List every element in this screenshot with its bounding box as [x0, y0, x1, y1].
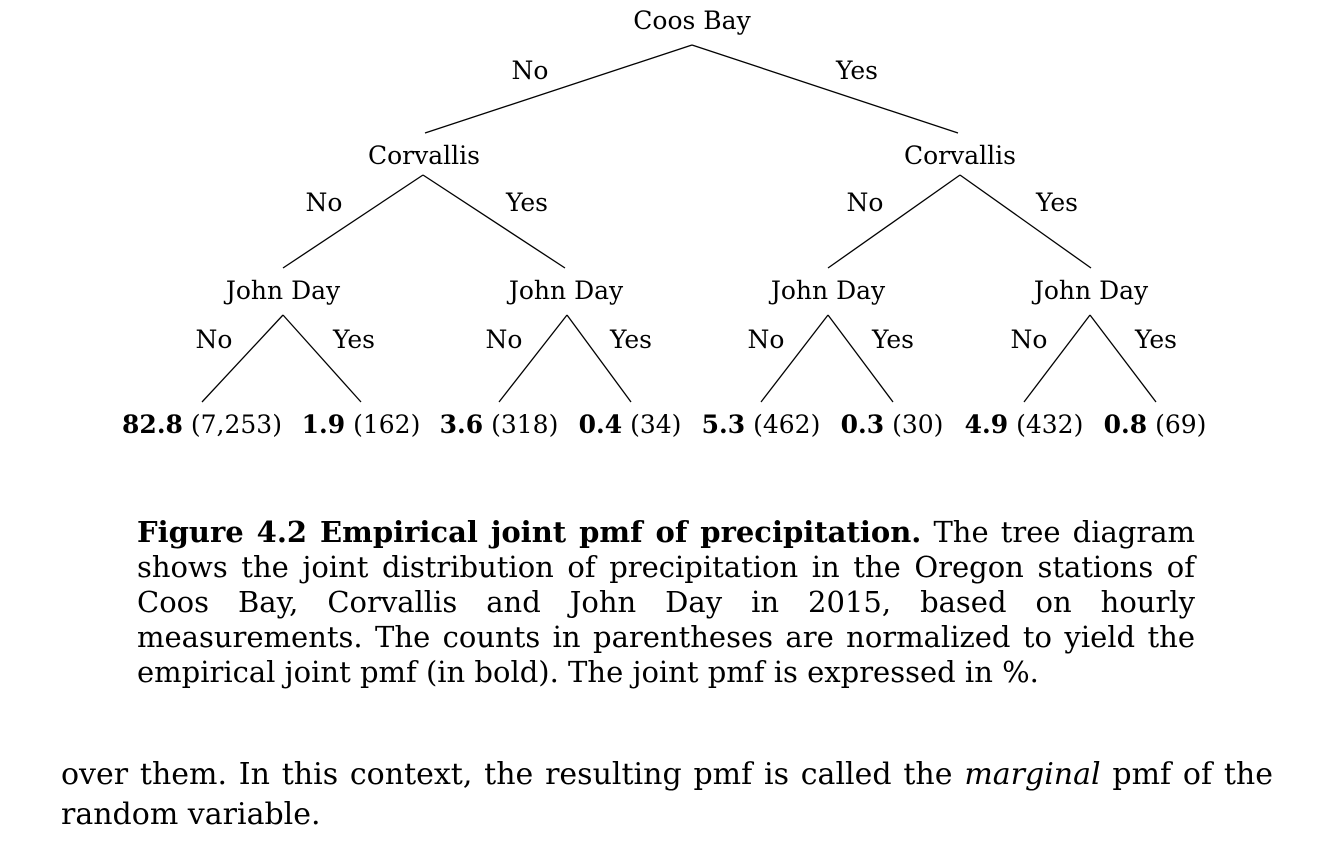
edge-corvallis1-yes: [422, 174, 566, 269]
edge-johnday4-yes: [1089, 314, 1157, 403]
edge-johnday3-no: [760, 314, 829, 403]
node-john-day-4: John Day: [1031, 276, 1149, 305]
branch-label-no: No: [486, 325, 523, 354]
leaf-count: (30): [892, 410, 943, 439]
leaf-3: 3.6 (318): [440, 410, 559, 439]
edge-johnday1-no: [201, 314, 284, 403]
leaf-count: (34): [630, 410, 681, 439]
edge-coosbay-yes: [691, 44, 959, 134]
leaf-pmf: 0.4: [579, 410, 623, 439]
branch-label-yes: Yes: [871, 325, 914, 354]
branch-label-no: No: [748, 325, 785, 354]
leaf-pmf: 3.6: [440, 410, 484, 439]
edge-johnday4-no: [1023, 314, 1091, 403]
leaf-count: (7,253): [191, 410, 282, 439]
caption-title: Figure 4.2 Empirical joint pmf of precip…: [137, 515, 922, 549]
tree-diagram: Coos Bay Corvallis Corvallis John Day Jo…: [122, 6, 1207, 439]
leaf-count: (69): [1155, 410, 1206, 439]
branch-label-yes: Yes: [332, 325, 375, 354]
leaf-pmf: 82.8: [122, 410, 183, 439]
leaf-pmf: 1.9: [302, 410, 346, 439]
node-corvallis-left: Corvallis: [368, 141, 480, 170]
branch-label-no: No: [306, 188, 343, 217]
branch-label-yes: Yes: [1035, 188, 1078, 217]
node-coos-bay: Coos Bay: [633, 6, 751, 35]
branch-label-yes: Yes: [609, 325, 652, 354]
body-text-after: pmf of the random variable.: [61, 757, 1274, 832]
leaf-count: (318): [491, 410, 558, 439]
leaf-count: (432): [1016, 410, 1083, 439]
branch-label-no: No: [196, 325, 233, 354]
leaf-2: 1.9 (162): [302, 410, 421, 439]
node-corvallis-right: Corvallis: [904, 141, 1016, 170]
branch-label-yes: Yes: [505, 188, 548, 217]
edge-johnday2-yes: [566, 314, 632, 403]
node-john-day-2: John Day: [506, 276, 624, 305]
leaf-pmf: 4.9: [965, 410, 1009, 439]
leaf-pmf: 0.8: [1104, 410, 1148, 439]
leaf-pmf: 0.3: [841, 410, 885, 439]
body-text-before: over them. In this context, the resultin…: [61, 757, 953, 792]
leaf-4: 0.4 (34): [579, 410, 682, 439]
leaf-count: (462): [753, 410, 820, 439]
edge-johnday2-no: [498, 314, 568, 403]
node-john-day-1: John Day: [223, 276, 341, 305]
body-text-emphasis: marginal: [964, 757, 1101, 792]
leaf-8: 0.8 (69): [1104, 410, 1207, 439]
edge-corvallis2-no: [827, 174, 961, 269]
edge-johnday1-yes: [282, 314, 362, 403]
leaf-6: 0.3 (30): [841, 410, 944, 439]
leaf-1: 82.8 (7,253): [122, 410, 282, 439]
leaf-7: 4.9 (432): [965, 410, 1084, 439]
caption-text: The tree diagram shows the joint distrib…: [137, 515, 1195, 689]
branch-label-no: No: [1011, 325, 1048, 354]
figure-caption: Figure 4.2 Empirical joint pmf of precip…: [137, 515, 1195, 690]
edge-coosbay-no: [424, 44, 693, 134]
branch-label-yes: Yes: [1134, 325, 1177, 354]
branch-label-no: No: [512, 56, 549, 85]
branch-label-yes: Yes: [835, 56, 878, 85]
leaf-pmf: 5.3: [702, 410, 746, 439]
node-john-day-3: John Day: [768, 276, 886, 305]
edge-johnday3-yes: [827, 314, 894, 403]
edge-corvallis1-no: [282, 174, 424, 269]
leaf-5: 5.3 (462): [702, 410, 821, 439]
branch-label-no: No: [847, 188, 884, 217]
leaf-count: (162): [353, 410, 420, 439]
edge-corvallis2-yes: [959, 174, 1092, 269]
body-paragraph: over them. In this context, the resultin…: [61, 755, 1273, 835]
